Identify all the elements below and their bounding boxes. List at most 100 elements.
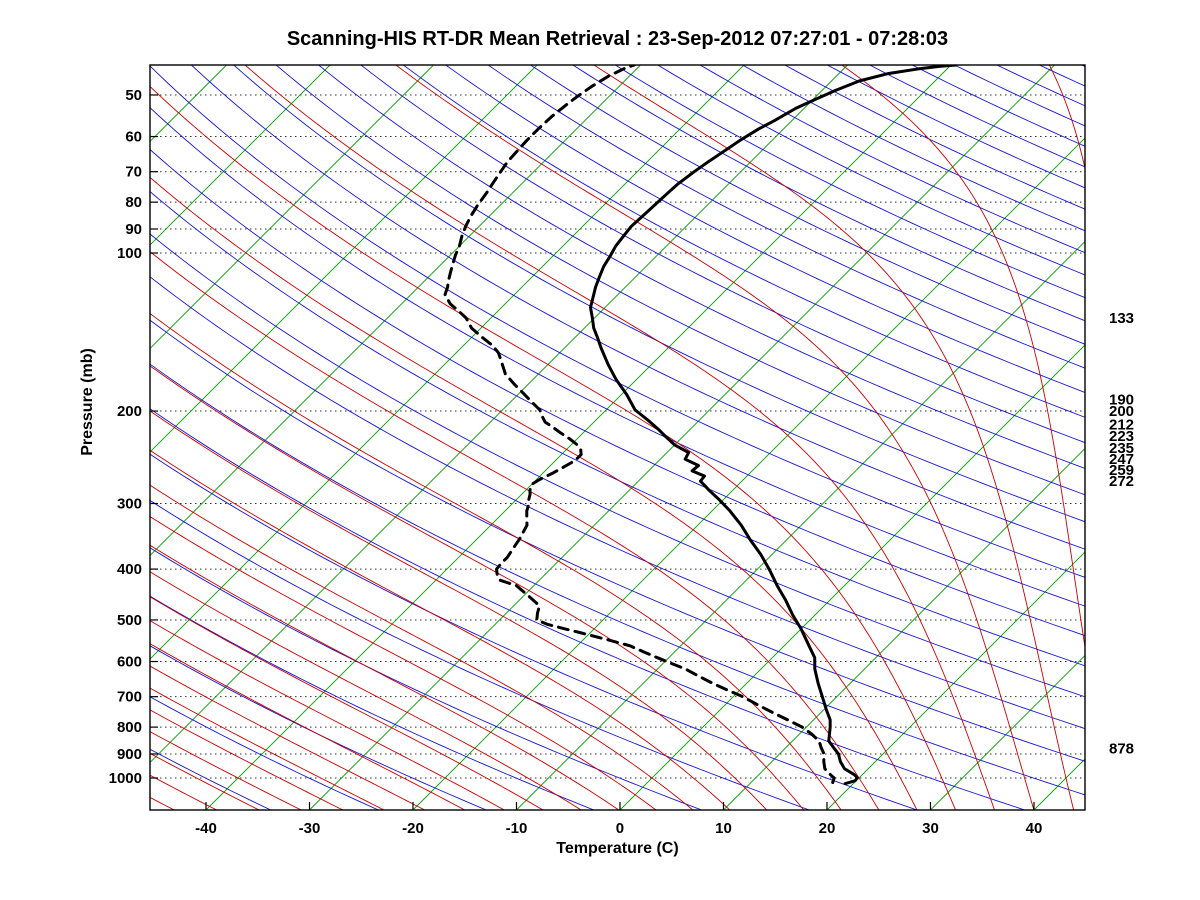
temperature-tick-label: 40 bbox=[1026, 820, 1043, 837]
pressure-tick-label: 700 bbox=[117, 689, 142, 706]
dry-adiabat-line bbox=[150, 276, 1085, 730]
y-axis-label-text: Pressure (mb) bbox=[79, 348, 96, 456]
dry-adiabat-line bbox=[869, 65, 1085, 168]
isotherm-line bbox=[516, 240, 1085, 810]
plot-frame bbox=[149, 64, 1086, 811]
dry-adiabat-line bbox=[1081, 65, 1085, 68]
temperature-tick-label: 20 bbox=[819, 820, 836, 837]
chart-title: Scanning-HIS RT-DR Mean Retrieval : 23-S… bbox=[286, 28, 949, 50]
dry-adiabat-line bbox=[402, 65, 1085, 418]
temperature-tick-label: 30 bbox=[922, 820, 939, 837]
isotherm-line bbox=[0, 65, 123, 810]
moist-adiabat-line bbox=[244, 65, 995, 810]
dry-adiabat-line bbox=[487, 65, 1085, 369]
pressure-tick-label: 600 bbox=[117, 654, 142, 671]
isotherm-line bbox=[150, 65, 331, 246]
temperature-tick-label: 0 bbox=[616, 820, 624, 837]
dry-adiabat-line bbox=[233, 65, 1085, 523]
moist-adiabat-line bbox=[150, 665, 426, 810]
moist-adiabat-line bbox=[150, 312, 842, 810]
dry-adiabat-line bbox=[150, 408, 1026, 810]
isotherm-line bbox=[150, 65, 745, 660]
isotherm-line bbox=[309, 65, 1055, 810]
moist-adiabat-line bbox=[150, 484, 694, 810]
dry-adiabat-line bbox=[954, 65, 1085, 127]
pressure-tick-label: 200 bbox=[117, 403, 142, 420]
moist-adiabat-line bbox=[150, 251, 880, 810]
dry-adiabat-line bbox=[150, 547, 703, 810]
pressure-tick-label: 800 bbox=[117, 719, 142, 736]
right-pressure-label: 878 bbox=[1109, 740, 1134, 757]
moist-adiabat-line bbox=[150, 85, 956, 810]
pressure-tick-label: 900 bbox=[117, 746, 142, 763]
pressure-tick-label: 300 bbox=[117, 495, 142, 512]
dry-adiabat-line bbox=[150, 190, 1085, 667]
moist-adiabat-line bbox=[150, 516, 657, 810]
sounding-profiles bbox=[443, 65, 958, 786]
right-pressure-label: 212 bbox=[1109, 416, 1134, 433]
moist-adiabat-line bbox=[593, 65, 1075, 810]
dry-adiabat-line bbox=[657, 65, 1085, 276]
right-pressure-label: 235 bbox=[1109, 440, 1134, 457]
dry-adiabat-line bbox=[742, 65, 1085, 232]
moist-adiabat-line bbox=[150, 774, 218, 810]
isotherm-line bbox=[205, 65, 952, 810]
right-pressure-label: 272 bbox=[1109, 473, 1134, 490]
dry-adiabat-line bbox=[445, 65, 1085, 393]
temperature-tick-label: -10 bbox=[506, 820, 528, 837]
moist-adiabat-line bbox=[150, 643, 466, 810]
dry-adiabat-line bbox=[150, 499, 810, 810]
moist-adiabat-line bbox=[1171, 65, 1194, 810]
dry-adiabat-line bbox=[911, 65, 1085, 147]
right-pressure-label: 259 bbox=[1109, 462, 1134, 479]
dry-adiabat-line bbox=[150, 595, 595, 810]
temperature-profile-line bbox=[589, 65, 958, 786]
dry-adiabat-line bbox=[150, 65, 1085, 578]
moist-adiabat-line bbox=[150, 365, 805, 810]
temperature-tick-label: -20 bbox=[402, 820, 424, 837]
isotherm-line bbox=[150, 65, 434, 350]
isotherm-line bbox=[150, 65, 641, 557]
pressure-tick-label: 400 bbox=[117, 561, 142, 578]
isotherm-line bbox=[723, 447, 1085, 810]
pressure-tick-label: 90 bbox=[125, 221, 142, 238]
dry-adiabat-line bbox=[826, 65, 1085, 189]
moist-adiabat-line bbox=[150, 176, 918, 810]
right-pressure-label: 247 bbox=[1109, 451, 1134, 468]
right-pressure-label: 133 bbox=[1109, 310, 1134, 327]
dry-adiabat-line bbox=[572, 65, 1085, 322]
moist-adiabat-line bbox=[150, 449, 731, 810]
dry-adiabat-line bbox=[996, 65, 1085, 107]
moist-adiabat-line bbox=[0, 65, 131, 810]
dry-adiabat-line bbox=[150, 363, 1085, 796]
temperature-tick-label: -30 bbox=[299, 820, 321, 837]
dry-adiabat-line bbox=[614, 65, 1085, 299]
pressure-tick-label: 100 bbox=[117, 245, 142, 262]
moist-adiabat-line bbox=[150, 410, 768, 810]
isotherm-line bbox=[619, 344, 1085, 810]
pressure-tick-label: 70 bbox=[125, 164, 142, 181]
dry-adiabat-line bbox=[360, 65, 1085, 444]
pressure-tick-label: 60 bbox=[125, 129, 142, 146]
dry-adiabat-line bbox=[530, 65, 1085, 345]
background-grid bbox=[0, 65, 1194, 810]
temperature-tick-label: -40 bbox=[195, 820, 217, 837]
pressure-tick-label: 1000 bbox=[109, 770, 142, 787]
dry-adiabat-line bbox=[150, 453, 918, 810]
dry-adiabat-line bbox=[150, 645, 487, 810]
dry-adiabat-line bbox=[784, 65, 1085, 210]
moist-adiabat-line bbox=[150, 544, 620, 810]
moist-adiabat-line bbox=[841, 65, 1085, 650]
pressure-tick-label: 50 bbox=[125, 87, 142, 104]
dewpoint-profile-line bbox=[443, 65, 836, 785]
right-pressure-label: 223 bbox=[1109, 428, 1134, 445]
right-pressure-label: 190 bbox=[1109, 391, 1134, 408]
dry-adiabat-line bbox=[150, 148, 1085, 637]
isotherm-line bbox=[412, 137, 1085, 810]
isotherm-line bbox=[150, 65, 538, 453]
dry-adiabat-line bbox=[150, 233, 1085, 698]
pressure-tick-label: 500 bbox=[117, 612, 142, 629]
dry-adiabat-line bbox=[699, 65, 1085, 254]
